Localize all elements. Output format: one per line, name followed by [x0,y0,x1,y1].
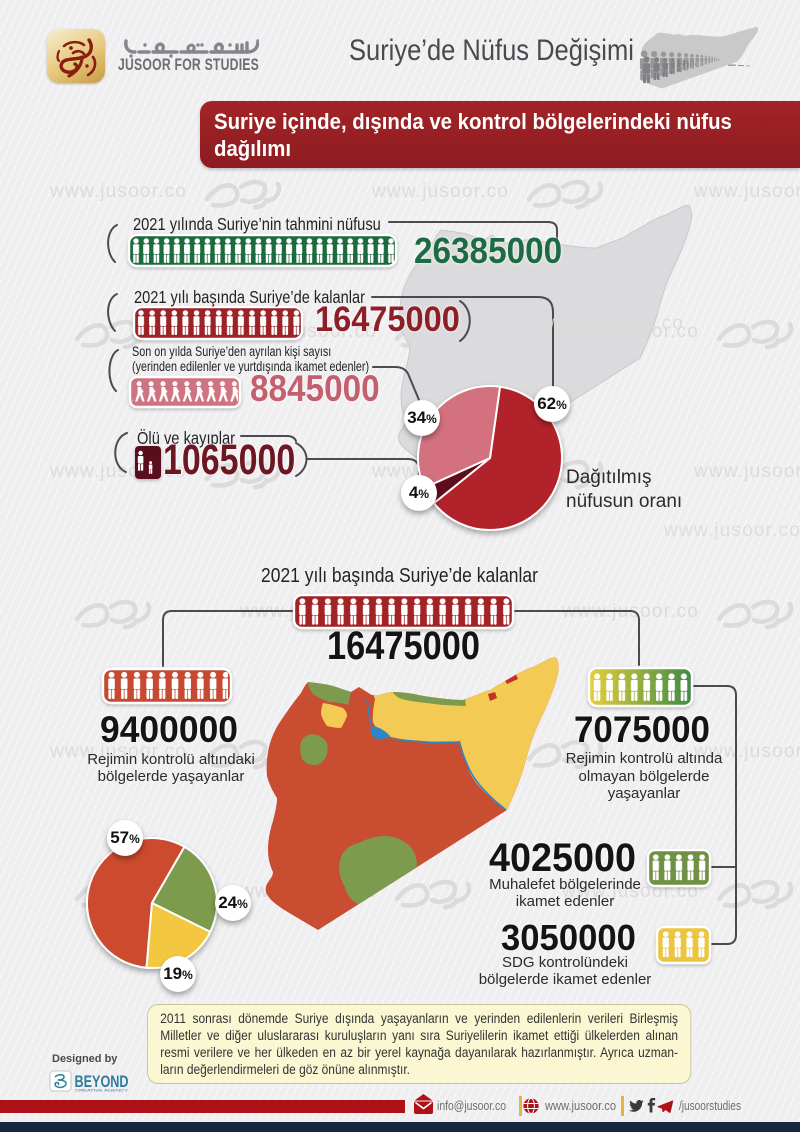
svg-text:BEYOND: BEYOND [75,1073,129,1091]
svg-text:CREATIVE AGENCY: CREATIVE AGENCY [75,1088,128,1093]
